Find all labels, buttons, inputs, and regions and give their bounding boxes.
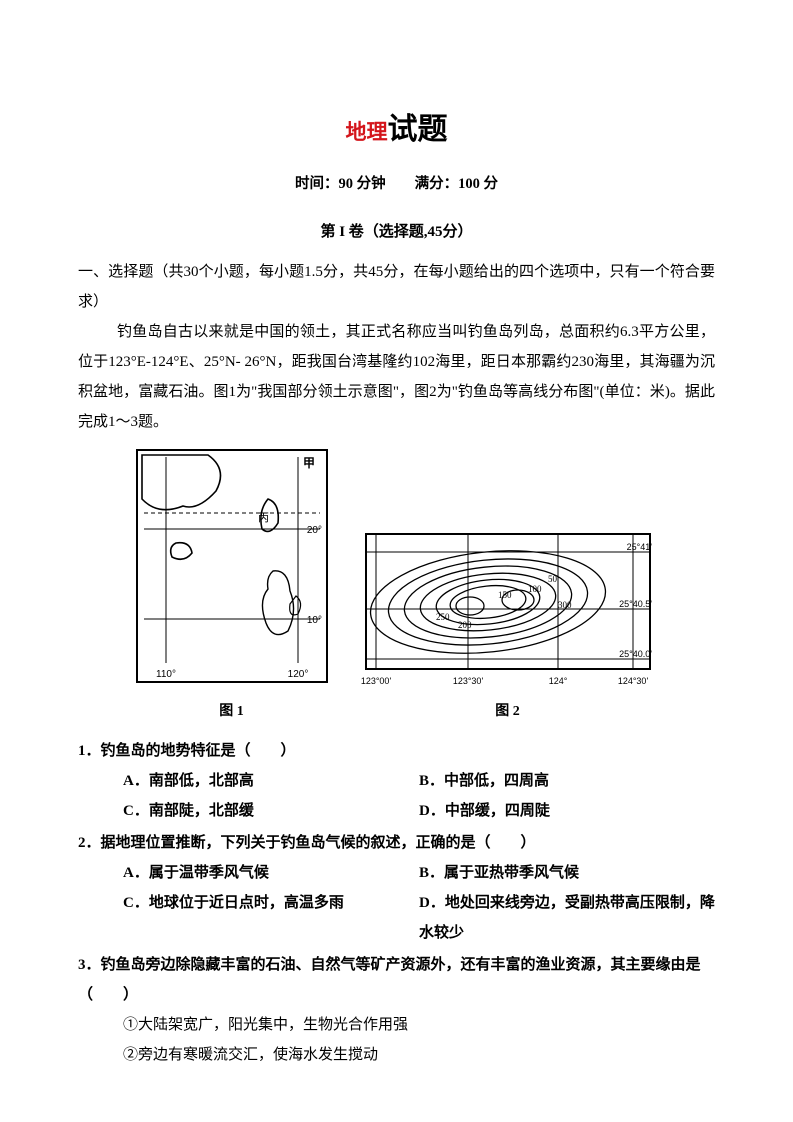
svg-text:20°: 20° bbox=[306, 525, 321, 536]
q1-opt-a: A．南部低，北部高 bbox=[123, 766, 419, 796]
page-title: 地理试题 bbox=[78, 100, 715, 160]
svg-text:10°: 10° bbox=[306, 615, 321, 626]
q2-options: A．属于温带季风气候 B．属于亚热带季风气候 C．地球位于近日点时，高温多雨 D… bbox=[78, 858, 715, 948]
q1-opt-b: B．中部低，四周高 bbox=[419, 766, 715, 796]
q2-opt-b: B．属于亚热带季风气候 bbox=[419, 858, 715, 888]
q3-stem: 3．钓鱼岛旁边除隐藏丰富的石油、自然气等矿产资源外，还有丰富的渔业资源，其主要缘… bbox=[78, 950, 715, 1010]
figure-2-caption: 图 2 bbox=[358, 698, 658, 726]
svg-text:25°40.0': 25°40.0' bbox=[619, 649, 652, 659]
q3-point-1: ①大陆架宽广，阳光集中，生物光合作用强 bbox=[78, 1010, 715, 1040]
q2-opt-c: C．地球位于近日点时，高温多雨 bbox=[123, 888, 419, 948]
map-figure-1: 110° 120° 20° 10° 丙 甲 bbox=[138, 451, 326, 681]
svg-text:120°: 120° bbox=[287, 669, 308, 680]
section-header: 第 I 卷（选择题,45分） bbox=[78, 217, 715, 247]
svg-text:25°41': 25°41' bbox=[626, 542, 652, 552]
figure-1: 110° 120° 20° 10° 丙 甲 图 1 bbox=[136, 449, 328, 726]
passage-text: 钓鱼岛自古以来就是中国的领土，其正式名称应当叫钓鱼岛列岛，总面积约6.3平方公里… bbox=[78, 317, 715, 437]
svg-text:丙: 丙 bbox=[258, 512, 269, 524]
svg-text:110°: 110° bbox=[156, 669, 176, 680]
svg-text:123°00': 123°00' bbox=[360, 676, 391, 686]
svg-text:25°40.5': 25°40.5' bbox=[619, 599, 652, 609]
svg-text:甲: 甲 bbox=[303, 456, 315, 470]
q2-opt-a: A．属于温带季风气候 bbox=[123, 858, 419, 888]
svg-text:250: 250 bbox=[436, 612, 450, 622]
svg-text:123°30': 123°30' bbox=[452, 676, 483, 686]
figures-row: 110°120°20°10°丙甲 图 1 123°00'123°30'124°1… bbox=[78, 449, 715, 726]
q1-opt-c: C．南部陡，北部缓 bbox=[123, 796, 419, 826]
q2-stem: 2．据地理位置推断，下列关于钓鱼岛气候的叙述，正确的是（ ） bbox=[78, 828, 715, 858]
svg-text:124°: 124° bbox=[548, 676, 567, 686]
svg-text:124°30': 124°30' bbox=[617, 676, 648, 686]
svg-text:100: 100 bbox=[528, 584, 542, 594]
contour-figure-2: 123°00' 123°30' 124° 124°30' 25°41' 25°40.5' 2… bbox=[358, 524, 658, 694]
section-instruction: 一、选择题（共30个小题，每小题1.5分，共45分，在每小题给出的四个选项中，只… bbox=[78, 257, 715, 317]
svg-text:50: 50 bbox=[548, 574, 558, 584]
q1-opt-d: D．中部缓，四周陡 bbox=[419, 796, 715, 826]
q1-options: A．南部低，北部高 B．中部低，四周高 C．南部陡，北部缓 D．中部缓，四周陡 bbox=[78, 766, 715, 826]
svg-text:150: 150 bbox=[498, 590, 512, 600]
title-black: 试题 bbox=[388, 113, 448, 146]
figure-1-caption: 图 1 bbox=[136, 698, 328, 726]
exam-meta: 时间：90 分钟 满分：100 分 bbox=[78, 170, 715, 199]
q3-point-2: ②旁边有寒暖流交汇，使海水发生搅动 bbox=[78, 1040, 715, 1070]
svg-text:200: 200 bbox=[458, 620, 472, 630]
figure-2: 123°00' 123°30' 124° 124°30' 25°41' 25°40.5' 2… bbox=[358, 524, 658, 726]
q2-opt-d: D．地处回来线旁边，受副热带高压限制，降水较少 bbox=[419, 888, 715, 948]
q1-stem: 1．钓鱼岛的地势特征是（ ） bbox=[78, 736, 715, 766]
title-red: 地理 bbox=[346, 121, 388, 144]
svg-text:300: 300 bbox=[558, 600, 572, 610]
